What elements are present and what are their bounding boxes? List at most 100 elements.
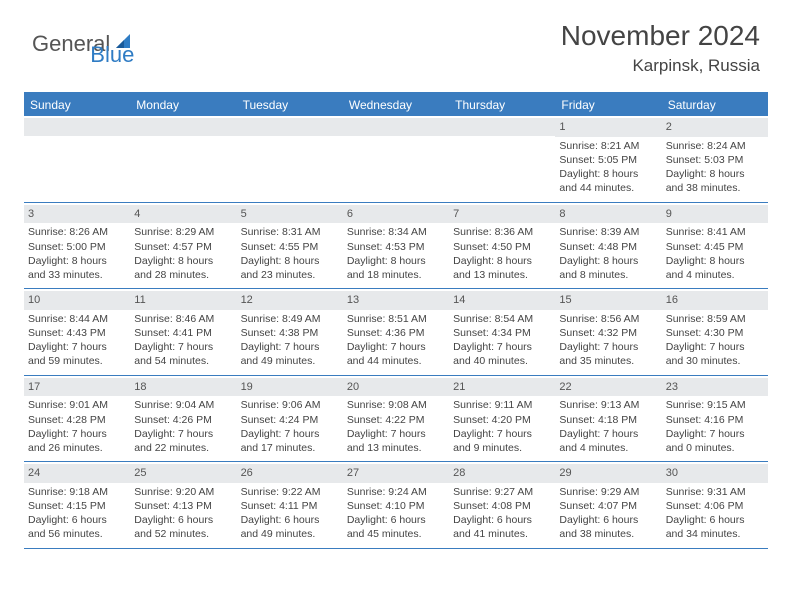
day-line: Daylight: 6 hours and 56 minutes. xyxy=(28,513,126,541)
day-line: Sunset: 4:18 PM xyxy=(559,413,657,427)
day-line: Daylight: 7 hours and 22 minutes. xyxy=(134,427,232,455)
day-number: 3 xyxy=(24,205,130,224)
day-line: Daylight: 6 hours and 49 minutes. xyxy=(241,513,339,541)
day-of-week-row: SundayMondayTuesdayWednesdayThursdayFrid… xyxy=(24,94,768,116)
day-line: Sunrise: 8:29 AM xyxy=(134,225,232,239)
day-content: Sunrise: 8:29 AMSunset: 4:57 PMDaylight:… xyxy=(134,225,232,282)
day-content: Sunrise: 9:22 AMSunset: 4:11 PMDaylight:… xyxy=(241,485,339,542)
day-number: 10 xyxy=(24,291,130,310)
day-line: Sunset: 4:55 PM xyxy=(241,240,339,254)
day-number xyxy=(237,118,343,136)
day-line: Sunrise: 9:04 AM xyxy=(134,398,232,412)
day-cell: 26Sunrise: 9:22 AMSunset: 4:11 PMDayligh… xyxy=(237,462,343,548)
day-line: Sunset: 4:11 PM xyxy=(241,499,339,513)
day-number: 28 xyxy=(449,464,555,483)
day-cell xyxy=(237,116,343,202)
day-content: Sunrise: 9:24 AMSunset: 4:10 PMDaylight:… xyxy=(347,485,445,542)
day-line: Sunset: 4:15 PM xyxy=(28,499,126,513)
day-line: Sunset: 4:10 PM xyxy=(347,499,445,513)
month-title: November 2024 xyxy=(561,20,760,52)
day-number: 7 xyxy=(449,205,555,224)
day-content: Sunrise: 8:49 AMSunset: 4:38 PMDaylight:… xyxy=(241,312,339,369)
day-number: 11 xyxy=(130,291,236,310)
day-content: Sunrise: 8:31 AMSunset: 4:55 PMDaylight:… xyxy=(241,225,339,282)
day-line: Sunrise: 9:31 AM xyxy=(666,485,764,499)
day-content: Sunrise: 9:04 AMSunset: 4:26 PMDaylight:… xyxy=(134,398,232,455)
day-line: Sunset: 4:24 PM xyxy=(241,413,339,427)
day-content: Sunrise: 9:13 AMSunset: 4:18 PMDaylight:… xyxy=(559,398,657,455)
day-line: Sunset: 4:53 PM xyxy=(347,240,445,254)
day-cell xyxy=(449,116,555,202)
day-cell: 11 Sunrise: 8:46 AMSunset: 4:41 PMDayligh… xyxy=(130,289,236,375)
day-content: Sunrise: 9:01 AMSunset: 4:28 PMDaylight:… xyxy=(28,398,126,455)
day-line: Daylight: 7 hours and 59 minutes. xyxy=(28,340,126,368)
day-cell: 19Sunrise: 9:06 AMSunset: 4:24 PMDayligh… xyxy=(237,376,343,462)
weeks-container: 1Sunrise: 8:21 AMSunset: 5:05 PMDaylight… xyxy=(24,116,768,549)
day-line: Sunrise: 8:51 AM xyxy=(347,312,445,326)
day-line: Daylight: 7 hours and 49 minutes. xyxy=(241,340,339,368)
day-cell: 18Sunrise: 9:04 AMSunset: 4:26 PMDayligh… xyxy=(130,376,236,462)
day-content: Sunrise: 9:27 AMSunset: 4:08 PMDaylight:… xyxy=(453,485,551,542)
day-line: Sunset: 4:36 PM xyxy=(347,326,445,340)
day-number: 15 xyxy=(555,291,661,310)
day-cell: 21Sunrise: 9:11 AMSunset: 4:20 PMDayligh… xyxy=(449,376,555,462)
day-line: Daylight: 6 hours and 34 minutes. xyxy=(666,513,764,541)
day-number: 30 xyxy=(662,464,768,483)
day-line: Sunrise: 9:15 AM xyxy=(666,398,764,412)
day-number: 5 xyxy=(237,205,343,224)
day-line: Sunset: 4:57 PM xyxy=(134,240,232,254)
day-cell: 17Sunrise: 9:01 AMSunset: 4:28 PMDayligh… xyxy=(24,376,130,462)
day-line: Sunrise: 8:26 AM xyxy=(28,225,126,239)
day-line: Sunset: 4:43 PM xyxy=(28,326,126,340)
day-line: Sunset: 4:16 PM xyxy=(666,413,764,427)
day-cell: 9Sunrise: 8:41 AMSunset: 4:45 PMDaylight… xyxy=(662,203,768,289)
day-cell: 24Sunrise: 9:18 AMSunset: 4:15 PMDayligh… xyxy=(24,462,130,548)
day-number xyxy=(130,118,236,136)
dow-cell: Wednesday xyxy=(343,94,449,116)
day-line: Sunset: 4:32 PM xyxy=(559,326,657,340)
day-line: Daylight: 8 hours and 38 minutes. xyxy=(666,167,764,195)
day-content: Sunrise: 8:36 AMSunset: 4:50 PMDaylight:… xyxy=(453,225,551,282)
day-line: Daylight: 7 hours and 9 minutes. xyxy=(453,427,551,455)
day-content: Sunrise: 9:11 AMSunset: 4:20 PMDaylight:… xyxy=(453,398,551,455)
day-content: Sunrise: 8:51 AMSunset: 4:36 PMDaylight:… xyxy=(347,312,445,369)
day-content: Sunrise: 8:34 AMSunset: 4:53 PMDaylight:… xyxy=(347,225,445,282)
dow-cell: Friday xyxy=(555,94,661,116)
day-content: Sunrise: 8:44 AMSunset: 4:43 PMDaylight:… xyxy=(28,312,126,369)
day-number: 17 xyxy=(24,378,130,397)
day-line: Sunrise: 8:21 AM xyxy=(559,139,657,153)
day-line: Daylight: 6 hours and 41 minutes. xyxy=(453,513,551,541)
day-cell: 25Sunrise: 9:20 AMSunset: 4:13 PMDayligh… xyxy=(130,462,236,548)
day-content: Sunrise: 8:21 AMSunset: 5:05 PMDaylight:… xyxy=(559,139,657,196)
day-content: Sunrise: 9:06 AMSunset: 4:24 PMDaylight:… xyxy=(241,398,339,455)
day-line: Daylight: 7 hours and 35 minutes. xyxy=(559,340,657,368)
day-cell: 5Sunrise: 8:31 AMSunset: 4:55 PMDaylight… xyxy=(237,203,343,289)
day-content: Sunrise: 8:59 AMSunset: 4:30 PMDaylight:… xyxy=(666,312,764,369)
day-line: Daylight: 6 hours and 52 minutes. xyxy=(134,513,232,541)
day-content: Sunrise: 8:46 AMSunset: 4:41 PMDaylight:… xyxy=(134,312,232,369)
day-line: Sunrise: 8:24 AM xyxy=(666,139,764,153)
logo-text-blue: Blue xyxy=(90,42,134,68)
day-line: Daylight: 7 hours and 0 minutes. xyxy=(666,427,764,455)
day-line: Daylight: 7 hours and 13 minutes. xyxy=(347,427,445,455)
day-number: 14 xyxy=(449,291,555,310)
day-line: Sunset: 4:07 PM xyxy=(559,499,657,513)
day-content: Sunrise: 8:39 AMSunset: 4:48 PMDaylight:… xyxy=(559,225,657,282)
day-line: Sunrise: 8:39 AM xyxy=(559,225,657,239)
dow-cell: Tuesday xyxy=(237,94,343,116)
day-cell: 1Sunrise: 8:21 AMSunset: 5:05 PMDaylight… xyxy=(555,116,661,202)
day-line: Sunrise: 8:49 AM xyxy=(241,312,339,326)
day-content: Sunrise: 9:31 AMSunset: 4:06 PMDaylight:… xyxy=(666,485,764,542)
title-block: November 2024 Karpinsk, Russia xyxy=(561,20,760,76)
day-line: Sunrise: 9:18 AM xyxy=(28,485,126,499)
day-line: Sunset: 4:08 PM xyxy=(453,499,551,513)
dow-cell: Thursday xyxy=(449,94,555,116)
day-number: 9 xyxy=(662,205,768,224)
day-line: Daylight: 7 hours and 30 minutes. xyxy=(666,340,764,368)
day-line: Sunset: 4:41 PM xyxy=(134,326,232,340)
day-content: Sunrise: 9:20 AMSunset: 4:13 PMDaylight:… xyxy=(134,485,232,542)
day-number: 12 xyxy=(237,291,343,310)
day-content: Sunrise: 8:54 AMSunset: 4:34 PMDaylight:… xyxy=(453,312,551,369)
day-line: Sunset: 4:22 PM xyxy=(347,413,445,427)
day-line: Daylight: 8 hours and 44 minutes. xyxy=(559,167,657,195)
